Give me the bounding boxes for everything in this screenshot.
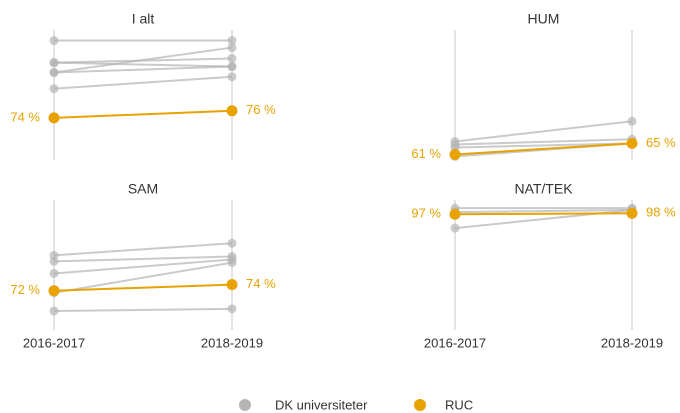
university-dot: [49, 36, 59, 46]
university-dot: [49, 306, 59, 316]
university-dot: [450, 223, 460, 233]
ruc-dot: [449, 148, 461, 160]
ruc-dot: [226, 105, 238, 117]
university-line: [454, 138, 633, 146]
university-dot: [227, 304, 237, 314]
x-tick-label: 2016-2017: [23, 335, 85, 350]
university-line: [53, 261, 233, 294]
ruc-dot: [626, 137, 638, 149]
ruc-dot: [449, 208, 461, 220]
university-dot: [49, 268, 59, 278]
university-dot: [227, 43, 237, 53]
ruc-value-label: 76 %: [246, 102, 276, 117]
university-line: [53, 61, 233, 68]
university-line: [53, 242, 233, 257]
university-line: [53, 75, 233, 90]
university-dot: [227, 36, 237, 46]
university-dot: [227, 53, 237, 63]
ruc-line: [454, 142, 633, 156]
legend-label: RUC: [445, 397, 473, 412]
university-dot: [49, 68, 59, 78]
panel-title: SAM: [128, 181, 158, 197]
ruc-dot: [226, 279, 238, 291]
university-line: [454, 142, 633, 149]
university-line: [53, 255, 233, 263]
x-tick-label: 2018-2019: [601, 335, 663, 350]
ruc-value-label: 65 %: [646, 135, 676, 150]
panel-title: NAT/TEK: [514, 181, 573, 197]
university-line: [53, 46, 233, 74]
university-line: [454, 120, 633, 143]
university-dot: [227, 62, 237, 72]
legend-swatch: [414, 399, 426, 411]
university-line: [53, 65, 233, 74]
ruc-line: [53, 283, 233, 292]
ruc-dot: [48, 285, 60, 297]
ruc-value-label: 61 %: [411, 146, 441, 161]
university-dot: [49, 84, 59, 94]
panel-title: I alt: [132, 11, 155, 27]
university-dot: [227, 258, 237, 268]
university-dot: [627, 116, 637, 126]
university-line: [454, 208, 633, 214]
legend-swatch: [239, 399, 251, 411]
x-tick-label: 2018-2019: [201, 335, 263, 350]
x-tick-label: 2016-2017: [424, 335, 486, 350]
university-line: [53, 307, 233, 312]
ruc-value-label: 74 %: [246, 276, 276, 291]
university-dot: [49, 256, 59, 266]
university-dot: [227, 72, 237, 82]
ruc-value-label: 97 %: [411, 206, 441, 221]
ruc-value-label: 74 %: [10, 109, 40, 124]
ruc-line: [53, 109, 233, 119]
university-dot: [49, 58, 59, 68]
university-dot: [227, 238, 237, 248]
ruc-value-label: 98 %: [646, 205, 676, 220]
panel-title: HUM: [528, 11, 560, 27]
ruc-line: [454, 212, 633, 216]
ruc-dot: [626, 207, 638, 219]
ruc-dot: [48, 112, 60, 124]
legend-label: DK universiteter: [275, 397, 368, 412]
ruc-value-label: 72 %: [10, 282, 40, 297]
university-line: [53, 258, 233, 275]
